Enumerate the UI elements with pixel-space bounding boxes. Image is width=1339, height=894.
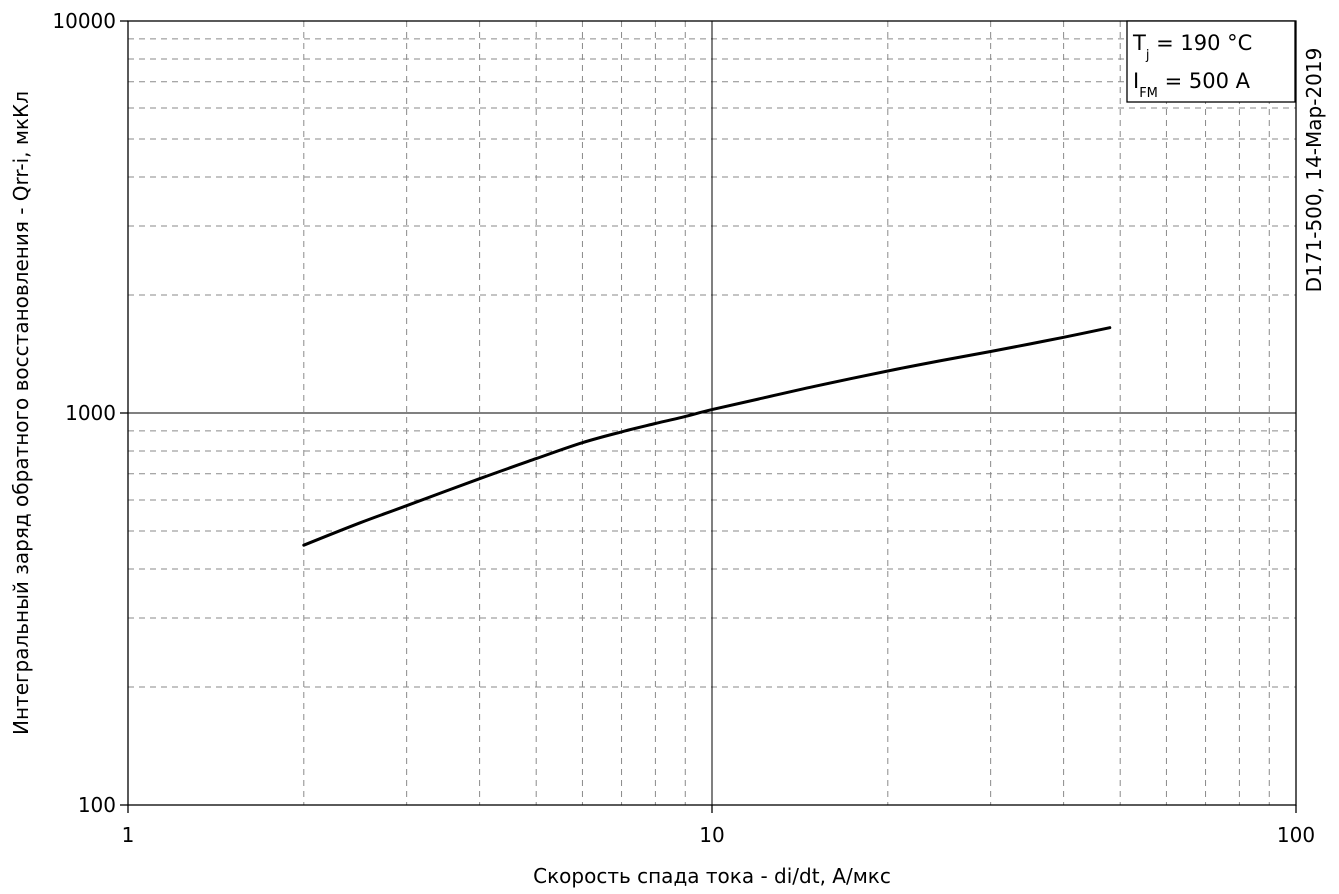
x-tick-label: 100 xyxy=(1277,823,1315,847)
legend-tj-main: T xyxy=(1132,31,1146,55)
legend-line-tj: Tj = 190 °C xyxy=(1132,31,1252,63)
x-tick-label: 10 xyxy=(699,823,724,847)
legend-ifm-main: I xyxy=(1133,69,1139,93)
series-line-1 xyxy=(302,326,1112,547)
y-axis-title: Интегральный заряд обратного восстановле… xyxy=(9,91,33,735)
legend-tj-sub: j xyxy=(1145,48,1150,63)
series-layer xyxy=(302,326,1112,547)
x-axis-title: Скорость спада тока - di/dt, А/мкс xyxy=(533,864,891,888)
x-tick-label: 1 xyxy=(122,823,135,847)
legend-box xyxy=(1126,20,1296,103)
legend-ifm-rest: = 500 A xyxy=(1158,69,1251,93)
y-tick-label: 10000 xyxy=(52,9,116,33)
legend-ifm-sub: FM xyxy=(1139,86,1158,101)
side-note: D171-500, 14-Мар-2019 xyxy=(1302,48,1326,293)
y-tick-label: 1000 xyxy=(65,401,116,425)
legend-line-ifm: IFM = 500 A xyxy=(1133,69,1251,101)
ticks: 1 10 100 100 1000 10000 xyxy=(52,9,1315,847)
major-gridlines xyxy=(128,21,1296,805)
y-tick-label: 100 xyxy=(78,793,116,817)
legend: Tj = 190 °C IFM = 500 A xyxy=(1126,20,1296,103)
legend-tj-rest: = 190 °C xyxy=(1149,31,1252,55)
